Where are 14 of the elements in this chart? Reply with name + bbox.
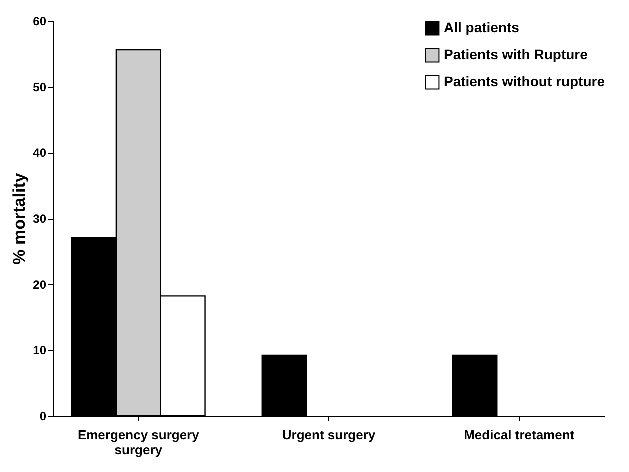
y-tick-label: 0 xyxy=(40,410,47,424)
y-tick-label: 40 xyxy=(33,146,47,160)
legend-label: Patients without rupture xyxy=(444,74,606,90)
y-tick-label: 30 xyxy=(33,212,47,226)
y-axis-title: % mortality xyxy=(10,172,30,265)
x-tick-label: Urgent surgery xyxy=(282,428,376,442)
y-tick-label: 60 xyxy=(33,14,47,28)
x-tick-label: Emergency surgery surgery xyxy=(78,428,200,458)
y-tick-label: 50 xyxy=(33,80,47,94)
x-tick-label: Medical tretament xyxy=(464,428,576,442)
legend-label: Patients with Rupture xyxy=(444,46,588,62)
y-tick-label: 20 xyxy=(33,278,47,292)
legend-label: All patients xyxy=(444,20,520,36)
y-tick-label: 10 xyxy=(33,344,47,358)
